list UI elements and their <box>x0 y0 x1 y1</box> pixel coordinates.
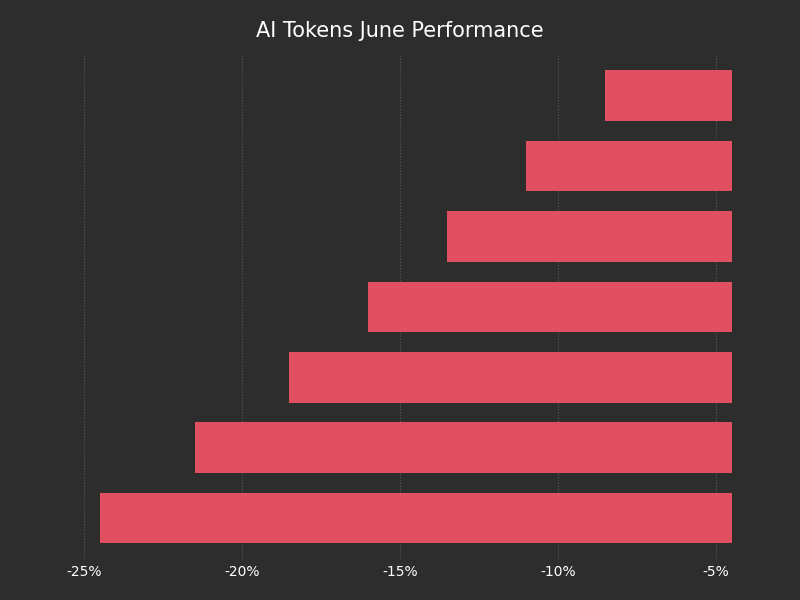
Bar <box>100 493 732 544</box>
Bar <box>369 281 732 332</box>
Bar <box>606 70 732 121</box>
Bar <box>194 422 732 473</box>
Bar <box>526 141 732 191</box>
Bar <box>290 352 732 403</box>
Bar <box>447 211 732 262</box>
Title: AI Tokens June Performance: AI Tokens June Performance <box>256 21 544 41</box>
